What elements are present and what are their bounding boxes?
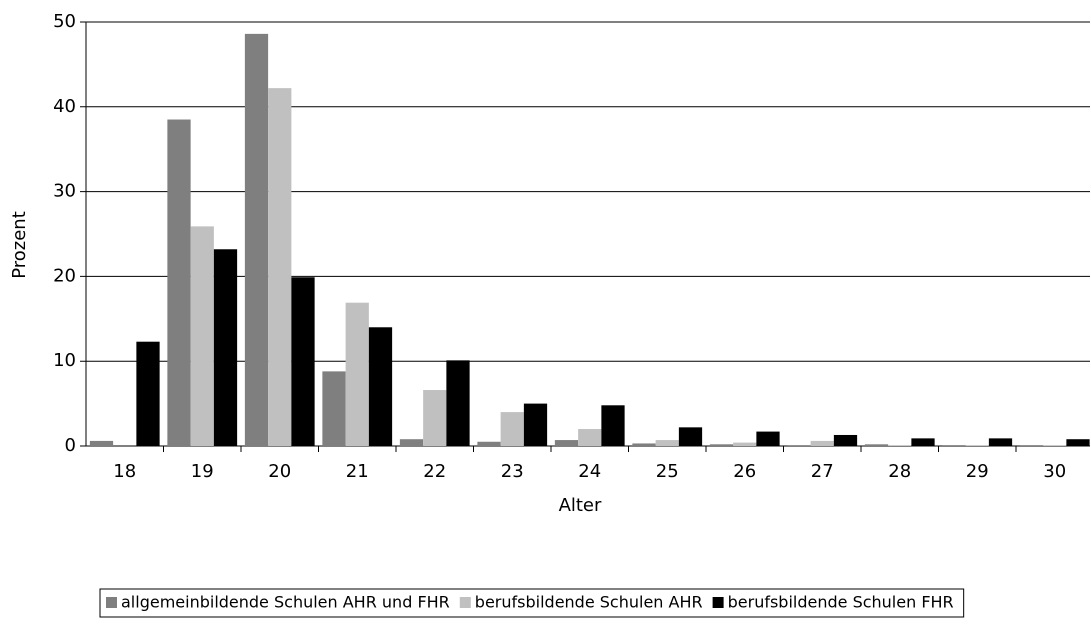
x-tick-label: 23 — [501, 461, 524, 482]
x-tick-label: 18 — [113, 461, 136, 482]
bar — [291, 277, 315, 446]
legend-swatch — [106, 597, 117, 608]
bar — [345, 302, 369, 446]
bar — [322, 371, 346, 446]
x-tick-label: 30 — [1043, 461, 1066, 482]
y-axis-title: Prozent — [9, 211, 30, 279]
bar — [833, 434, 858, 446]
bar — [709, 444, 734, 446]
y-tick-label: 10 — [53, 350, 76, 371]
bar — [268, 88, 292, 447]
bar — [1066, 439, 1090, 446]
bar — [888, 445, 912, 446]
bar — [244, 33, 269, 446]
bar — [601, 405, 625, 446]
x-tick-label: 28 — [888, 461, 911, 482]
x-tick-label: 29 — [966, 461, 989, 482]
x-tick-label: 21 — [346, 461, 369, 482]
bar — [787, 445, 811, 446]
x-tick-label: 25 — [656, 461, 679, 482]
y-tick-label: 50 — [53, 11, 76, 32]
bar — [500, 412, 524, 446]
bar — [864, 444, 889, 446]
legend-label: berufsbildende Schulen FHR — [728, 593, 954, 612]
legend-box — [99, 588, 965, 618]
bar — [1043, 445, 1067, 446]
bar — [1019, 445, 1044, 446]
x-tick-label: 20 — [268, 461, 291, 482]
bar — [678, 427, 703, 446]
bar — [942, 445, 966, 446]
bar — [89, 440, 114, 446]
bar — [578, 429, 602, 446]
bar — [213, 249, 238, 446]
x-tick-label: 27 — [811, 461, 834, 482]
bar — [368, 327, 393, 446]
legend-label: allgemeinbildende Schulen AHR und FHR — [121, 593, 450, 612]
x-tick-label: 22 — [423, 461, 446, 482]
bar — [733, 442, 757, 446]
legend-swatch — [712, 597, 724, 608]
bar — [911, 438, 935, 446]
bar — [756, 431, 780, 446]
bar — [965, 445, 989, 446]
bar — [632, 443, 656, 446]
bar — [399, 439, 424, 446]
x-tick-label: 19 — [191, 461, 214, 482]
bar — [423, 390, 447, 446]
x-axis-title: Alter — [559, 495, 602, 516]
y-tick-label: 20 — [53, 265, 76, 286]
x-tick-label: 26 — [733, 461, 756, 482]
bar — [523, 403, 548, 446]
legend-label: berufsbildende Schulen AHR — [475, 593, 703, 612]
bar — [190, 226, 214, 446]
y-tick-label: 30 — [53, 181, 76, 202]
legend-swatch — [459, 597, 471, 608]
bar — [167, 119, 191, 447]
bar — [136, 341, 160, 446]
bar — [655, 440, 679, 446]
y-tick-label: 0 — [65, 435, 76, 456]
y-tick-label: 40 — [53, 96, 76, 117]
bar — [810, 440, 834, 446]
bar — [554, 440, 579, 446]
x-tick-label: 24 — [578, 461, 601, 482]
bar — [477, 441, 501, 446]
bar — [446, 360, 470, 446]
bar — [988, 438, 1013, 446]
